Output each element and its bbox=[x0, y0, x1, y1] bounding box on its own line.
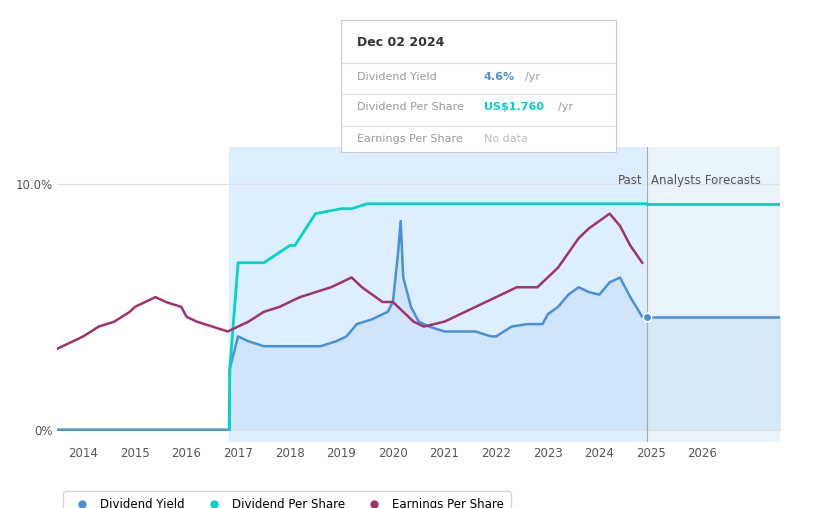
Text: Past: Past bbox=[618, 174, 643, 187]
Text: /yr: /yr bbox=[558, 102, 573, 112]
Text: Earnings Per Share: Earnings Per Share bbox=[357, 134, 463, 144]
Text: Dec 02 2024: Dec 02 2024 bbox=[357, 36, 445, 49]
Legend: Dividend Yield, Dividend Per Share, Earnings Per Share: Dividend Yield, Dividend Per Share, Earn… bbox=[63, 491, 511, 508]
Bar bbox=[647, 147, 780, 442]
Text: 4.6%: 4.6% bbox=[484, 72, 515, 82]
Text: Dividend Yield: Dividend Yield bbox=[357, 72, 437, 82]
Text: /yr: /yr bbox=[525, 72, 540, 82]
Text: No data: No data bbox=[484, 134, 528, 144]
Bar bbox=[229, 147, 647, 442]
Text: Analysts Forecasts: Analysts Forecasts bbox=[651, 174, 761, 187]
Text: Dividend Per Share: Dividend Per Share bbox=[357, 102, 464, 112]
Text: US$1.760: US$1.760 bbox=[484, 102, 544, 112]
